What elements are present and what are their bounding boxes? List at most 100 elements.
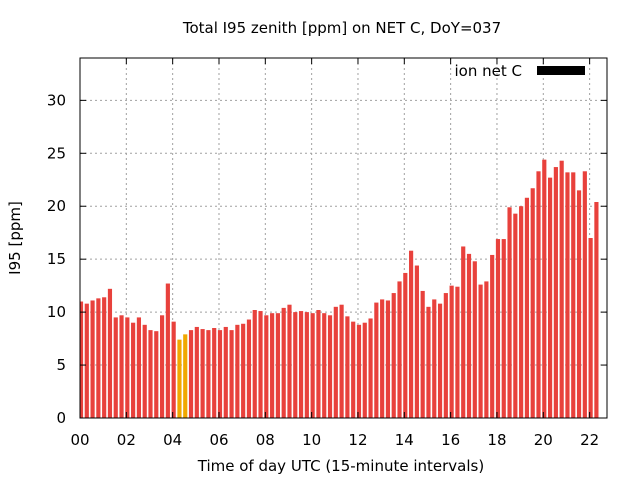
x-tick-label: 22: [580, 431, 599, 449]
y-axis-label: I95 [ppm]: [6, 201, 24, 275]
bar: [409, 250, 414, 418]
y-tick-label: 25: [47, 144, 66, 162]
bar: [142, 324, 147, 418]
bar: [206, 330, 211, 418]
bar: [397, 281, 402, 418]
bar: [432, 299, 437, 418]
bar: [84, 303, 89, 418]
bar: [524, 197, 530, 418]
x-tick-label: 16: [441, 431, 460, 449]
bar: [542, 159, 547, 418]
bar: [264, 315, 269, 418]
bar: [571, 172, 576, 418]
bar: [125, 317, 130, 418]
bar: [327, 315, 333, 418]
bar: [530, 188, 535, 418]
bar: [443, 293, 448, 418]
bar: [513, 213, 518, 418]
bar: [212, 328, 217, 418]
bar: [154, 331, 159, 418]
bar: [449, 285, 454, 418]
bar: [304, 312, 309, 418]
bar: [484, 281, 489, 418]
x-tick-label: 14: [395, 431, 414, 449]
x-axis-ticks: 00 02 04 06 08 10 12 14 16 18 20 22: [70, 58, 599, 449]
x-tick-label: 08: [256, 431, 275, 449]
x-tick-label: 04: [163, 431, 182, 449]
legend-swatch: [537, 66, 585, 75]
bar: [490, 254, 495, 418]
bar: [507, 207, 512, 418]
y-tick-label: 30: [47, 91, 66, 109]
bar: [565, 172, 570, 418]
bar: [362, 322, 367, 418]
bar: [426, 306, 431, 418]
bar: [461, 246, 466, 418]
bar: [356, 324, 362, 418]
x-tick-label: 02: [117, 431, 136, 449]
bar: [188, 330, 194, 418]
bar: [403, 272, 408, 418]
bar: [217, 330, 223, 418]
bar: [391, 293, 396, 418]
bar: [194, 326, 199, 418]
x-tick-label: 00: [70, 431, 89, 449]
bar: [298, 311, 304, 418]
bar: [380, 299, 385, 418]
bar: [333, 306, 338, 418]
bar: [131, 322, 136, 418]
bar: [113, 317, 118, 418]
bar: [90, 300, 95, 418]
y-tick-label: 0: [56, 409, 66, 427]
bar: [177, 339, 182, 418]
y-tick-label: 20: [47, 197, 66, 215]
bar: [316, 310, 321, 418]
bar: [241, 323, 246, 418]
bar: [339, 304, 344, 418]
bar: [576, 190, 582, 418]
bar: [258, 311, 263, 418]
bar: [437, 303, 443, 418]
bar: [119, 315, 124, 418]
x-tick-label: 06: [209, 431, 228, 449]
x-tick-label: 10: [302, 431, 321, 449]
bar: [455, 286, 460, 418]
bar: [582, 171, 587, 418]
legend-label: ion net C: [455, 62, 522, 80]
bar: [495, 239, 501, 418]
y-tick-label: 10: [47, 303, 66, 321]
bar: [322, 313, 327, 418]
y-tick-label: 5: [56, 356, 66, 374]
bars: [80, 159, 599, 419]
bar: [414, 265, 419, 418]
bar: [293, 312, 298, 418]
bar: [165, 283, 170, 418]
bar: [107, 288, 113, 418]
bar: [536, 171, 541, 418]
plot-frame: [79, 57, 608, 419]
bar: [368, 318, 373, 418]
bar: [275, 313, 280, 418]
bar: [553, 167, 558, 418]
bar: [171, 321, 176, 418]
bar: [159, 315, 165, 418]
bar: [478, 284, 483, 418]
bar: [200, 329, 205, 418]
bar: [148, 330, 153, 418]
bar: [80, 301, 84, 418]
bar: [270, 313, 275, 418]
chart-title: Total I95 zenith [ppm] on NET C, DoY=037: [182, 19, 501, 37]
bar: [102, 297, 107, 418]
bar: [594, 202, 599, 418]
bar: [183, 334, 188, 418]
bar: [235, 324, 240, 418]
bar: [519, 206, 524, 418]
bar: [420, 290, 425, 418]
legend: ion net C: [455, 62, 585, 80]
bar: [548, 177, 553, 418]
bar: [281, 307, 286, 418]
bar: [501, 239, 506, 418]
bar: [287, 304, 292, 418]
x-tick-label: 18: [487, 431, 506, 449]
